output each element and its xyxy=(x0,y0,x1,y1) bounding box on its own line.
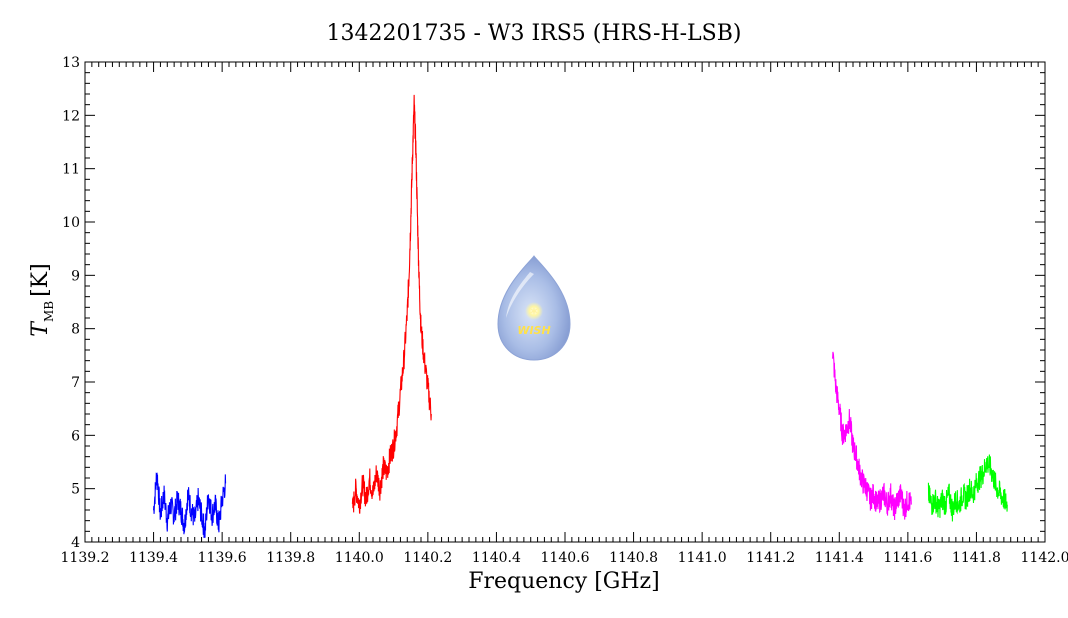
wish-logo-text: WISH xyxy=(517,324,550,337)
x-axis-tick-labels: 1139.2 1139.4 1139.6 1139.8 1140.0 1140.2 1140… xyxy=(61,550,1068,566)
y-axis-label-group: TMB [K] xyxy=(28,263,56,336)
star-icon: ✶ xyxy=(528,304,540,320)
y-tick-label: 11 xyxy=(62,162,80,178)
x-tick-label: 1141.8 xyxy=(952,550,1001,566)
y-tick-label: 4 xyxy=(71,535,80,551)
x-tick-label: 1140.8 xyxy=(609,550,658,566)
x-tick-label: 1139.2 xyxy=(61,550,110,566)
x-tick-label: 1140.4 xyxy=(472,550,521,566)
y-axis-ticks xyxy=(85,61,1045,543)
x-axis-ticks xyxy=(84,62,1046,542)
y-tick-label: 10 xyxy=(62,215,80,231)
y-tick-label: 13 xyxy=(62,55,80,71)
droplet-highlight xyxy=(506,272,534,318)
y-tick-label: 8 xyxy=(71,322,80,338)
svg-text:TMB[K]: TMB [K] xyxy=(28,263,56,336)
x-axis-label: Frequency [GHz] xyxy=(468,569,660,594)
y-tick-label: 12 xyxy=(62,108,80,124)
x-tick-label: 1139.6 xyxy=(198,550,247,566)
x-tick-label: 1140.6 xyxy=(541,550,590,566)
spectrum-line-4 xyxy=(927,454,1008,522)
x-tick-label: 1142.0 xyxy=(1021,550,1068,566)
series-group xyxy=(153,94,1008,538)
x-tick-label: 1139.4 xyxy=(129,550,178,566)
y-tick-label: 6 xyxy=(71,428,80,444)
chart-title: 1342201735 - W3 IRS5 (HRS-H-LSB) xyxy=(326,21,741,46)
x-tick-label: 1140.2 xyxy=(403,550,452,566)
x-tick-label: 1139.8 xyxy=(266,550,315,566)
spectrum-line-3 xyxy=(831,351,912,521)
y-tick-label: 5 xyxy=(71,482,80,498)
x-tick-label: 1141.4 xyxy=(815,550,864,566)
x-tick-label: 1141.6 xyxy=(883,550,932,566)
y-axis-label-unit: [K] xyxy=(28,263,53,297)
spectrum-line-2 xyxy=(351,94,432,514)
star-glow xyxy=(525,302,543,320)
wish-logo: ✶ WISH xyxy=(497,255,571,361)
x-tick-label: 1141.0 xyxy=(678,550,727,566)
x-tick-label: 1140.0 xyxy=(335,550,384,566)
spectrum-line-1 xyxy=(153,472,227,538)
y-axis-label-subscript: MB xyxy=(42,301,56,322)
x-tick-label: 1141.2 xyxy=(746,550,795,566)
y-tick-label: 7 xyxy=(71,375,80,391)
y-axis-tick-labels: 4 5 6 7 8 9 10 11 12 13 xyxy=(62,55,80,551)
y-tick-label: 9 xyxy=(71,268,80,284)
y-axis-label-symbol: T xyxy=(28,320,53,337)
